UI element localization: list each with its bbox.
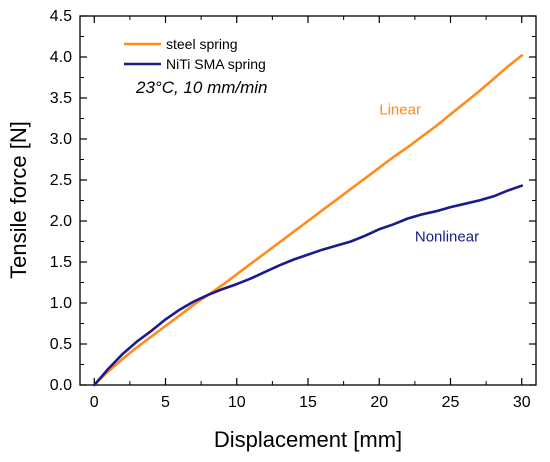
legend: steel spring NiTi SMA spring bbox=[124, 36, 266, 72]
y-tick-label: 4.5 bbox=[50, 8, 72, 25]
annotation-linear: Linear bbox=[379, 101, 421, 118]
y-tick-label: 0.5 bbox=[50, 336, 72, 353]
legend-label-steel-spring: steel spring bbox=[166, 36, 238, 52]
y-tick-label: 2.5 bbox=[50, 172, 72, 189]
y-tick-label: 0.0 bbox=[50, 377, 72, 394]
annotation-nonlinear: Nonlinear bbox=[415, 229, 479, 246]
x-tick-label: 0 bbox=[90, 394, 99, 411]
x-axis-label: Displacement [mm] bbox=[214, 427, 402, 452]
legend-label-niti-sma-spring: NiTi SMA spring bbox=[166, 56, 266, 72]
y-axis-label: Tensile force [N] bbox=[6, 121, 31, 279]
x-tick-label: 30 bbox=[513, 394, 531, 411]
series-line-niti-sma-spring bbox=[93, 184, 524, 387]
x-tick-label: 5 bbox=[161, 394, 170, 411]
y-tick-label: 4.0 bbox=[50, 49, 72, 66]
x-tick-label: 15 bbox=[299, 394, 317, 411]
y-tick-label: 3.5 bbox=[50, 90, 72, 107]
x-tick-label: 20 bbox=[370, 394, 388, 411]
y-tick-label: 1.0 bbox=[50, 295, 72, 312]
plot-frame bbox=[79, 15, 537, 386]
x-tick-label: 25 bbox=[442, 394, 460, 411]
series-lines bbox=[93, 54, 524, 387]
y-tick-label: 2.0 bbox=[50, 213, 72, 230]
axis-ticks: 0 5 10 15 20 25 30 0.0 0.5 1.0 1.5 2.0 2.5 3.0 3.5 4.0 4… bbox=[50, 8, 536, 411]
y-tick-label: 1.5 bbox=[50, 254, 72, 271]
y-tick-label: 3.0 bbox=[50, 131, 72, 148]
test-condition-label: 23°C, 10 mm/min bbox=[135, 78, 268, 97]
x-tick-label: 10 bbox=[228, 394, 246, 411]
series-line-steel-spring bbox=[93, 54, 524, 387]
